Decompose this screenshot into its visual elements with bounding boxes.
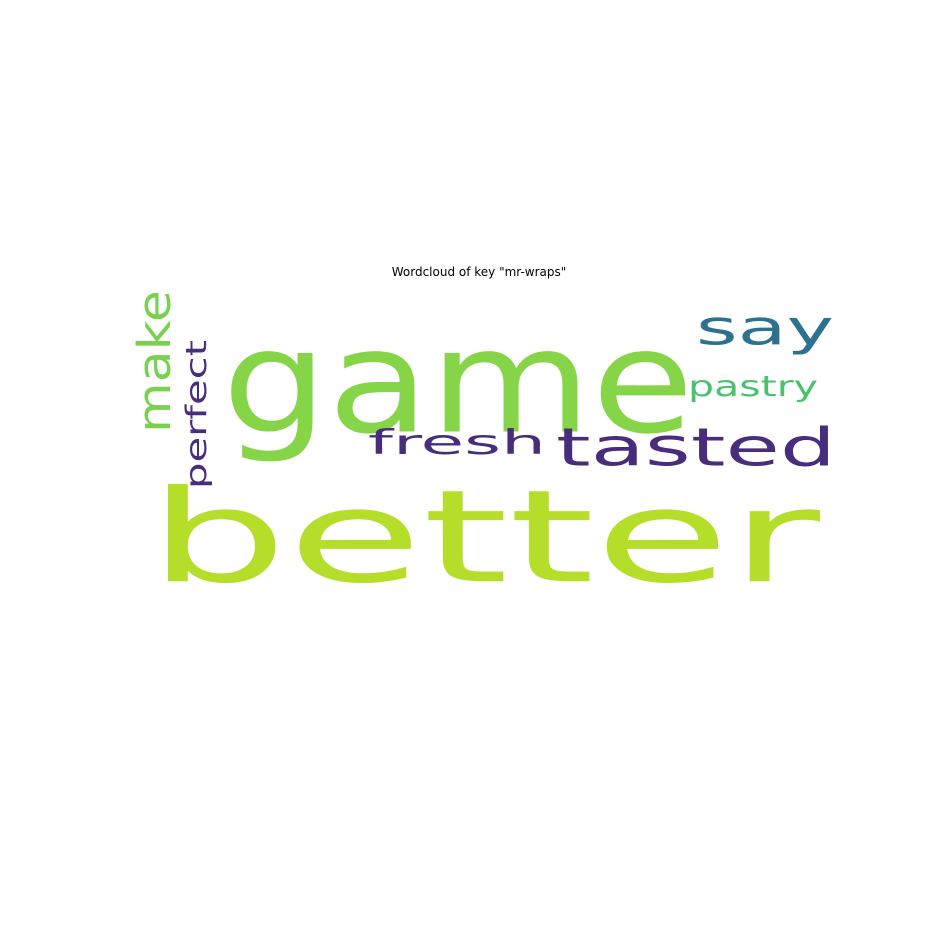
word-better: better — [148, 463, 820, 612]
word-game: game — [222, 298, 694, 465]
chart-title: Wordcloud of key "mr-wraps" — [391, 265, 567, 279]
word-pastry: pastry — [688, 371, 818, 404]
word-tasted: tasted — [556, 417, 836, 479]
word-make: make — [128, 290, 181, 433]
word-fresh: fresh — [368, 422, 546, 462]
word-say: say — [696, 300, 834, 356]
word-perfect: perfect — [181, 340, 213, 489]
